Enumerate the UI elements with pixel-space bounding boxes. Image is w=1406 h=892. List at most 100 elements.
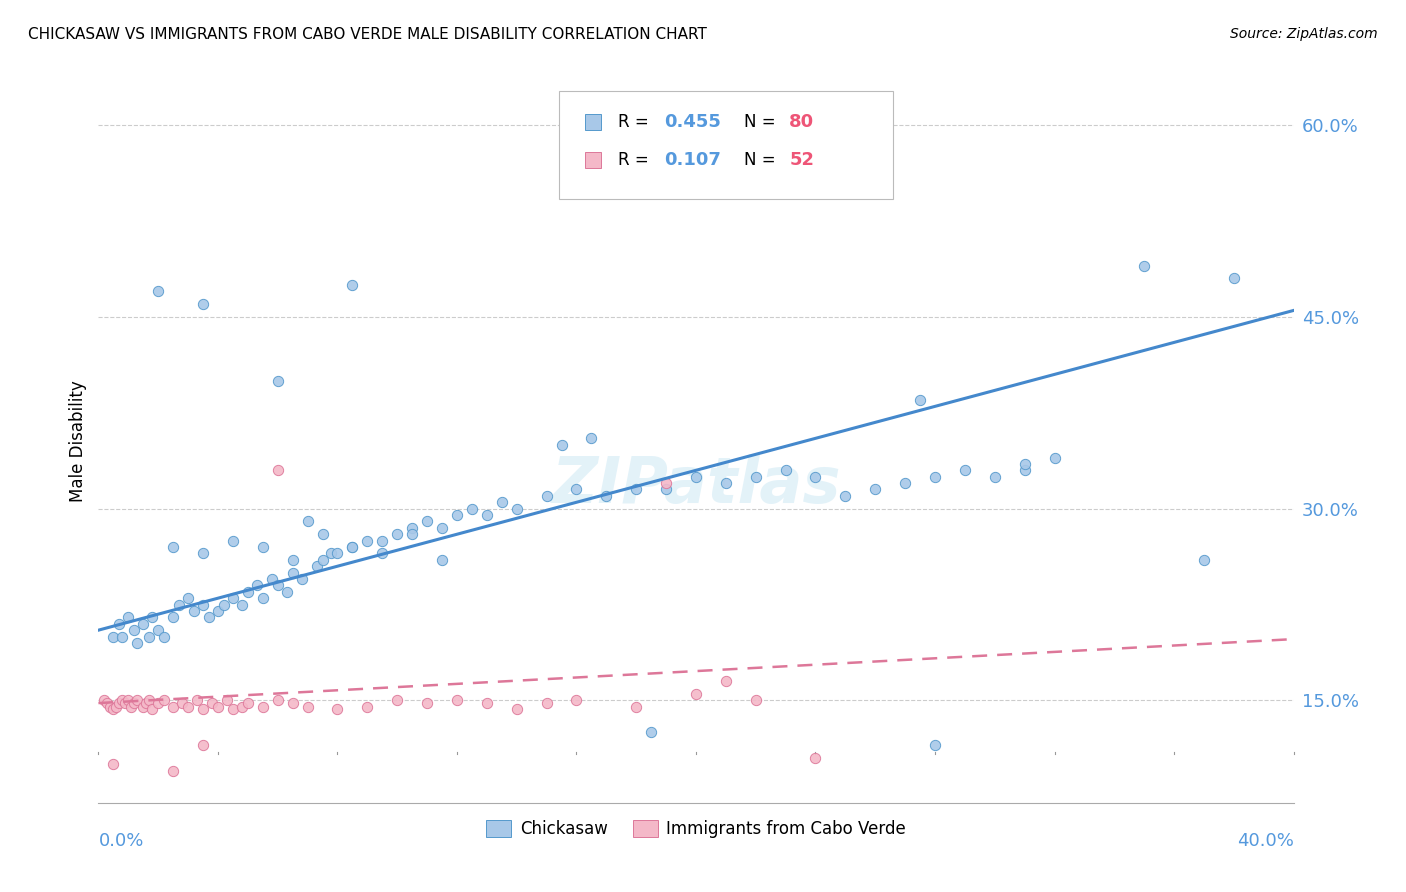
Text: N =: N = xyxy=(744,113,780,131)
Point xyxy=(103,757,125,772)
Point xyxy=(356,699,378,714)
Point xyxy=(132,699,155,714)
Point xyxy=(506,702,529,716)
Point xyxy=(236,584,259,599)
Point xyxy=(207,699,229,714)
Point xyxy=(1192,553,1215,567)
Point xyxy=(1223,271,1246,285)
Point xyxy=(446,508,468,522)
Point xyxy=(924,738,946,752)
Point xyxy=(124,696,146,710)
Point xyxy=(96,696,118,710)
Point xyxy=(297,515,319,529)
Point xyxy=(461,501,484,516)
Point xyxy=(685,469,707,483)
Point xyxy=(565,693,588,707)
Point xyxy=(685,687,707,701)
Point xyxy=(536,696,558,710)
FancyBboxPatch shape xyxy=(585,152,600,168)
Point xyxy=(127,636,149,650)
Point xyxy=(138,630,160,644)
Point xyxy=(183,604,205,618)
Point xyxy=(222,591,245,606)
Point xyxy=(135,696,157,710)
Point xyxy=(98,699,122,714)
Point xyxy=(222,533,245,548)
Point xyxy=(491,495,513,509)
Point xyxy=(475,508,498,522)
Point xyxy=(124,623,146,637)
Point xyxy=(236,696,259,710)
Point xyxy=(103,630,125,644)
Point xyxy=(231,598,253,612)
Point xyxy=(894,476,917,491)
Point xyxy=(581,431,603,445)
FancyBboxPatch shape xyxy=(558,91,893,200)
Point xyxy=(865,483,887,497)
Point xyxy=(177,699,200,714)
Text: 0.455: 0.455 xyxy=(664,113,721,131)
Point xyxy=(475,696,498,710)
Legend: Chickasaw, Immigrants from Cabo Verde: Chickasaw, Immigrants from Cabo Verde xyxy=(479,814,912,845)
Point xyxy=(311,527,333,541)
Point xyxy=(177,591,200,606)
Point xyxy=(148,285,170,299)
Point xyxy=(153,693,176,707)
Point xyxy=(416,696,439,710)
Point xyxy=(186,693,208,707)
Point xyxy=(745,693,768,707)
Text: ZIPatlas: ZIPatlas xyxy=(551,454,841,516)
Point xyxy=(775,463,797,477)
Point xyxy=(908,392,931,407)
Point xyxy=(215,693,238,707)
Point xyxy=(276,584,298,599)
Text: 40.0%: 40.0% xyxy=(1237,831,1294,850)
Point xyxy=(1014,457,1036,471)
Point xyxy=(114,696,136,710)
Y-axis label: Male Disability: Male Disability xyxy=(69,381,87,502)
Point xyxy=(111,630,134,644)
Point xyxy=(93,693,115,707)
Point xyxy=(655,483,678,497)
Point xyxy=(550,438,572,452)
Point xyxy=(655,476,678,491)
Text: Source: ZipAtlas.com: Source: ZipAtlas.com xyxy=(1230,27,1378,41)
Point xyxy=(984,469,1007,483)
Point xyxy=(430,521,453,535)
Point xyxy=(117,610,139,624)
Point xyxy=(212,598,235,612)
Point xyxy=(132,616,155,631)
Point xyxy=(191,297,214,311)
Point xyxy=(148,623,170,637)
Point xyxy=(804,469,827,483)
Point xyxy=(281,566,304,580)
Point xyxy=(191,738,214,752)
Point xyxy=(626,699,648,714)
Point xyxy=(108,696,131,710)
Point xyxy=(267,463,290,477)
Point xyxy=(252,591,274,606)
Point xyxy=(371,533,394,548)
Point xyxy=(326,702,349,716)
Point xyxy=(924,469,946,483)
Point xyxy=(103,702,125,716)
Point xyxy=(191,598,214,612)
Point xyxy=(138,693,160,707)
Point xyxy=(191,702,214,716)
Point xyxy=(305,559,328,574)
Text: R =: R = xyxy=(619,151,654,169)
FancyBboxPatch shape xyxy=(585,114,600,130)
Point xyxy=(342,540,364,554)
Point xyxy=(804,751,827,765)
Point xyxy=(117,693,139,707)
Point xyxy=(260,572,283,586)
Point xyxy=(356,533,378,548)
Point xyxy=(430,553,453,567)
Point xyxy=(120,699,142,714)
Point xyxy=(207,604,229,618)
Point xyxy=(162,540,184,554)
Point xyxy=(311,553,333,567)
Point xyxy=(108,616,131,631)
Point xyxy=(834,489,856,503)
Point xyxy=(626,483,648,497)
